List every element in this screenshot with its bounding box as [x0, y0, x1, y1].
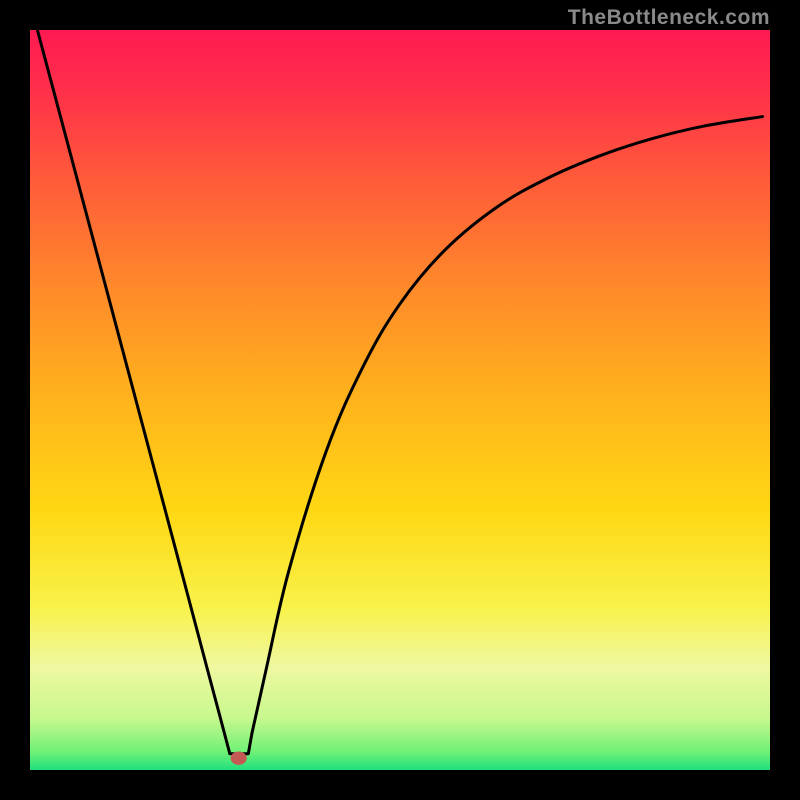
plot-area	[30, 30, 770, 770]
optimal-point-marker	[231, 752, 247, 765]
bottleneck-curve-chart	[30, 30, 770, 770]
watermark-text: TheBottleneck.com	[568, 6, 770, 30]
chart-background	[30, 30, 770, 770]
chart-container: TheBottleneck.com	[0, 0, 800, 800]
